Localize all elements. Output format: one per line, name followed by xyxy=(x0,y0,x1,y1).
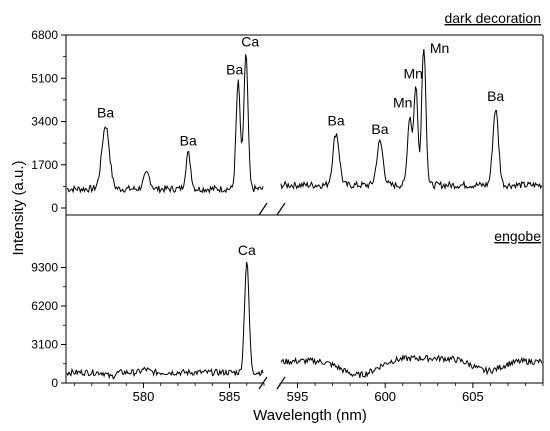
axis-break-mark xyxy=(276,202,286,216)
panel-label-dark-decoration: dark decoration xyxy=(444,10,541,26)
y-tick-label: 9300 xyxy=(31,261,58,275)
spectrum-line-panel1-segment1 xyxy=(66,54,264,195)
axis-break-mark xyxy=(276,376,286,390)
series-layer xyxy=(66,49,543,380)
peak-label: Ba xyxy=(180,133,197,149)
tick-layer: 580 585 595 600 605 0 1700 3400 5100 6800 0 3100 620… xyxy=(31,28,544,404)
y-tick-label: 3400 xyxy=(31,115,58,129)
y-tick-label: 0 xyxy=(51,376,58,390)
peak-label: Mn xyxy=(393,95,412,111)
axis-break-mark xyxy=(258,202,268,216)
annotation-layer: Ba Ba Ba Ca Ba Ba Mn Mn Mn Ba Ca xyxy=(97,33,504,258)
peak-label: Ba xyxy=(97,105,114,121)
peak-label: Ca xyxy=(238,242,256,258)
axis-break-mark xyxy=(258,376,268,390)
chart-frame xyxy=(65,34,544,390)
spectrum-line-panel1-segment2 xyxy=(280,49,543,190)
peak-label: Mn xyxy=(404,65,423,81)
x-axis-label: Wavelength (nm) xyxy=(253,407,367,424)
peak-label: Ba xyxy=(371,121,388,137)
x-tick-label: 605 xyxy=(462,389,484,404)
x-tick-label: 580 xyxy=(133,389,155,404)
y-tick-label: 3100 xyxy=(31,338,58,352)
peak-label: Mn xyxy=(430,40,449,56)
y-tick-label: 6200 xyxy=(31,299,58,313)
spectrum-line-panel2-segment2 xyxy=(280,354,543,378)
y-axis-label: Intensity (a.u.) xyxy=(10,160,27,255)
panel-label-engobe: engobe xyxy=(494,228,541,244)
y-tick-label: 1700 xyxy=(31,158,58,172)
peak-label: Ca xyxy=(241,33,259,49)
peak-label: Ba xyxy=(226,61,243,77)
x-tick-label: 595 xyxy=(287,389,309,404)
peak-label: Ba xyxy=(487,88,504,104)
y-tick-label: 0 xyxy=(51,201,58,215)
spectrum-line-panel2-segment1 xyxy=(66,261,264,380)
peak-label: Ba xyxy=(328,112,345,128)
x-tick-label: 585 xyxy=(219,389,241,404)
y-tick-label: 6800 xyxy=(31,28,58,42)
y-tick-label: 5100 xyxy=(31,71,58,85)
x-tick-label: 600 xyxy=(374,389,396,404)
